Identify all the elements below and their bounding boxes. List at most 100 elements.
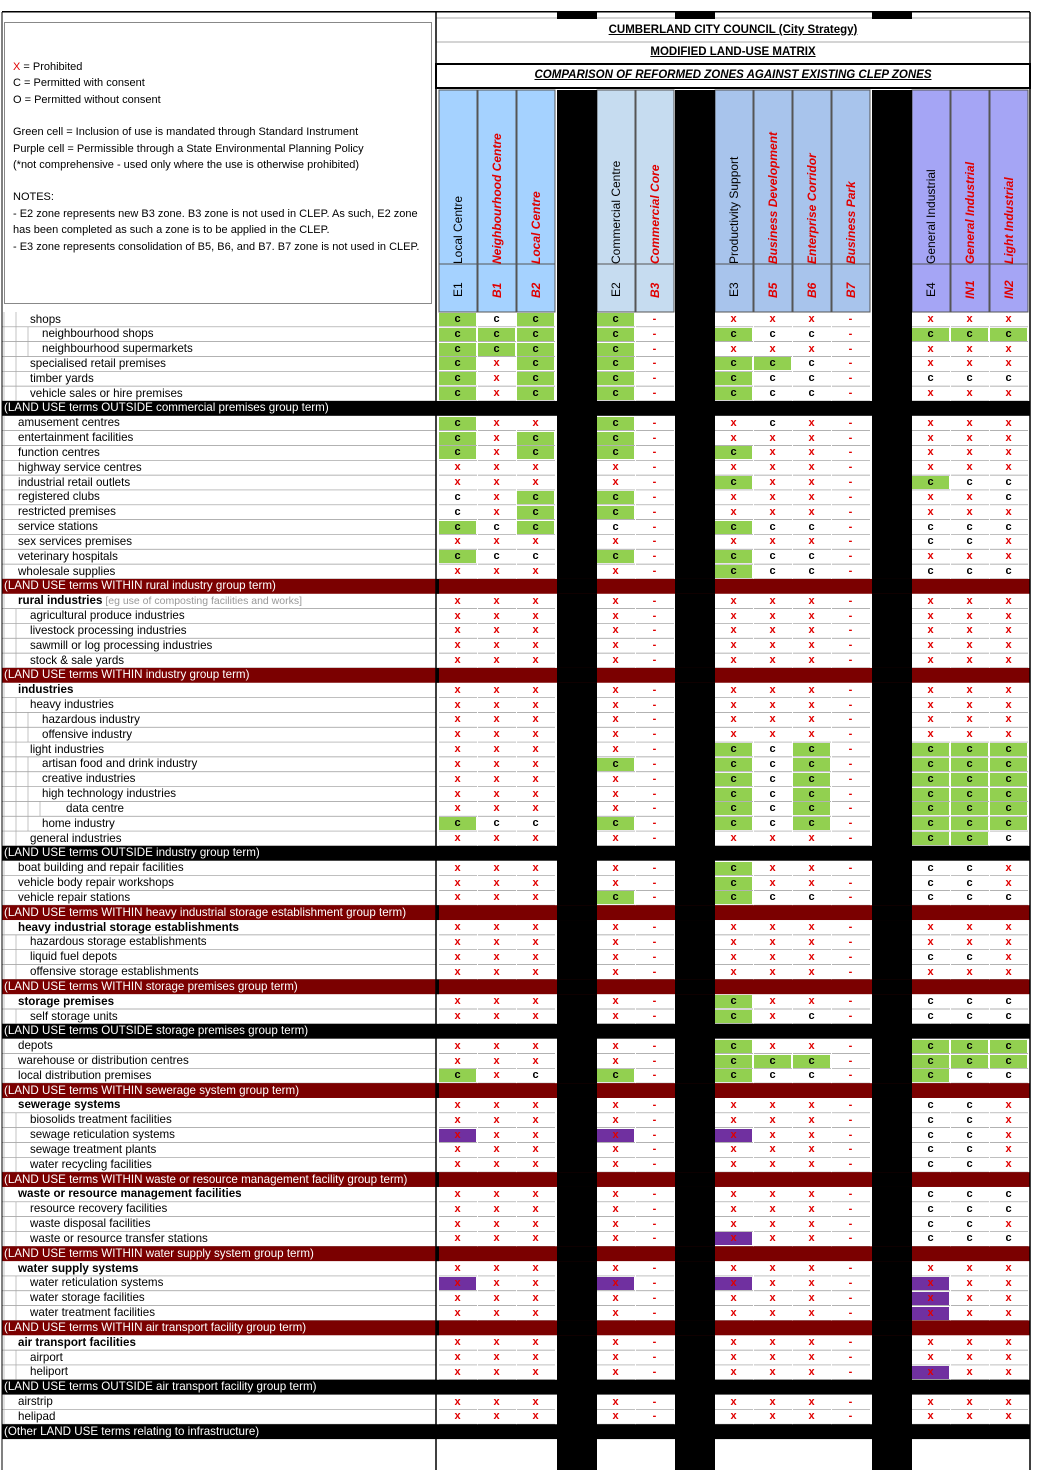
matrix-cell-b5: c <box>769 416 776 429</box>
land-use-term: water storage facilities <box>30 1291 145 1305</box>
council-title: CUMBERLAND CITY COUNCIL (City Strategy) <box>608 24 858 36</box>
matrix-cell-b6: x <box>808 950 815 963</box>
matrix-cell-e4: c <box>927 995 934 1008</box>
matrix-cell-in2: c <box>1005 372 1012 385</box>
matrix-cell-b2: x <box>532 876 539 889</box>
matrix-cell-e2: x <box>612 728 619 741</box>
matrix-cell-e2: c <box>597 372 634 386</box>
matrix-cell-b2: x <box>532 1306 539 1319</box>
matrix-cell-e2: x <box>612 1291 619 1304</box>
matrix-cell-b2: x <box>532 1054 539 1067</box>
matrix-cell-b6: x <box>808 1365 815 1378</box>
matrix-cell-b6: x <box>808 461 815 474</box>
matrix-cell-in1: c <box>951 757 988 771</box>
matrix-cell-b2: x <box>532 787 539 800</box>
matrix-cell-e4: x <box>927 550 934 563</box>
matrix-cell-b3: - <box>652 1291 657 1304</box>
matrix-cell-b6: c <box>808 550 815 563</box>
zone-name-e4: General Industrial <box>924 169 938 264</box>
land-use-term: registered clubs <box>18 490 100 504</box>
matrix-cell-b1: x <box>493 1143 500 1156</box>
matrix-cell-e1: x <box>454 861 461 874</box>
matrix-cell-e4: c <box>912 743 949 757</box>
matrix-cell-e4: x <box>927 446 934 459</box>
zone-code-in2: IN2 <box>1002 280 1016 300</box>
matrix-cell-e3: x <box>730 713 737 726</box>
matrix-cell-e1: x <box>454 832 461 845</box>
matrix-cell-in1: c <box>951 1039 988 1053</box>
matrix-cell-b6: x <box>808 935 815 948</box>
land-use-term: sawmill or log processing industries <box>30 638 213 652</box>
land-use-label: liquid fuel depots <box>30 950 117 964</box>
matrix-cell-in1: c <box>966 995 973 1008</box>
matrix-cell-b2: x <box>532 565 539 578</box>
matrix-cell-in2: x <box>1005 550 1012 563</box>
matrix-cell-b3: - <box>652 1158 657 1171</box>
matrix-cell-b3: - <box>652 357 657 370</box>
matrix-cell-b3: - <box>652 1395 657 1408</box>
matrix-cell-in2: x <box>1005 357 1012 370</box>
matrix-cell-in2: x <box>1005 713 1012 726</box>
land-use-term: depots <box>18 1039 53 1053</box>
matrix-cell-b1: x <box>493 1202 500 1215</box>
matrix-cell-in1: c <box>966 520 973 533</box>
matrix-cell-b2: x <box>532 743 539 756</box>
matrix-cell-b5: x <box>769 728 776 741</box>
matrix-cell-b7: - <box>848 476 853 489</box>
matrix-cell-e2: c <box>612 520 619 533</box>
land-use-term: amusement centres <box>18 416 120 430</box>
matrix-cell-e4: c <box>927 535 934 548</box>
matrix-cell-b6: x <box>808 1232 815 1245</box>
matrix-cell-b3: - <box>652 520 657 533</box>
matrix-cell-b6: c <box>793 772 830 786</box>
matrix-cell-in1: x <box>966 921 973 934</box>
matrix-cell-e1: x <box>454 891 461 904</box>
matrix-cell-b5: x <box>769 1158 776 1171</box>
matrix-cell-in2: c <box>1005 891 1012 904</box>
matrix-cell-in2: c <box>1005 1232 1012 1245</box>
matrix-cell-b3: - <box>652 1276 657 1289</box>
matrix-cell-b1: x <box>493 654 500 667</box>
section-heading: (LAND USE terms WITHIN sewerage system g… <box>4 1083 300 1097</box>
matrix-cell-e3: x <box>730 461 737 474</box>
matrix-cell-b3: - <box>652 1202 657 1215</box>
matrix-cell-e4: x <box>927 505 934 518</box>
matrix-cell-b7: - <box>848 743 853 756</box>
matrix-cell-b3: - <box>652 639 657 652</box>
matrix-cell-b2: x <box>532 639 539 652</box>
matrix-cell-e3: x <box>730 535 737 548</box>
matrix-cell-in2: x <box>1005 876 1012 889</box>
matrix-cell-e2: x <box>612 950 619 963</box>
matrix-cell-b3: - <box>652 891 657 904</box>
matrix-cell-e3: c <box>715 876 752 890</box>
matrix-cell-e3: x <box>715 1276 752 1290</box>
matrix-cell-b5: x <box>769 950 776 963</box>
matrix-cell-e1: c <box>439 550 476 564</box>
matrix-cell-b5: x <box>769 921 776 934</box>
matrix-cell-in2: x <box>1005 387 1012 400</box>
matrix-cell-in2: c <box>990 1054 1027 1068</box>
matrix-cell-e3: x <box>730 1410 737 1423</box>
matrix-cell-e1: x <box>454 594 461 607</box>
legend-purple-note: (*not comprehensive - used only where th… <box>13 159 360 172</box>
land-use-label: sewerage systems <box>18 1098 120 1112</box>
matrix-cell-b2: x <box>532 1143 539 1156</box>
matrix-cell-b7: - <box>848 802 853 815</box>
matrix-cell-b7: - <box>848 728 853 741</box>
land-use-label: airstrip <box>18 1395 53 1409</box>
matrix-cell-in2: x <box>1005 1262 1012 1275</box>
matrix-cell-e3: x <box>730 1365 737 1378</box>
land-use-term: water reticulation systems <box>30 1276 164 1290</box>
matrix-cell-in2: x <box>1005 1098 1012 1111</box>
matrix-cell-in2: x <box>1005 639 1012 652</box>
land-use-term: self storage units <box>30 1009 118 1023</box>
matrix-cell-in1: x <box>966 446 973 459</box>
land-use-term: general industries <box>30 831 122 845</box>
matrix-cell-b2: x <box>532 935 539 948</box>
land-use-term: vehicle sales or hire premises <box>30 386 183 400</box>
matrix-cell-b1: x <box>493 757 500 770</box>
matrix-cell-b1: x <box>493 357 500 370</box>
matrix-cell-in2: x <box>1005 461 1012 474</box>
matrix-cell-b5: x <box>769 1128 776 1141</box>
matrix-cell-e1: x <box>454 1010 461 1022</box>
